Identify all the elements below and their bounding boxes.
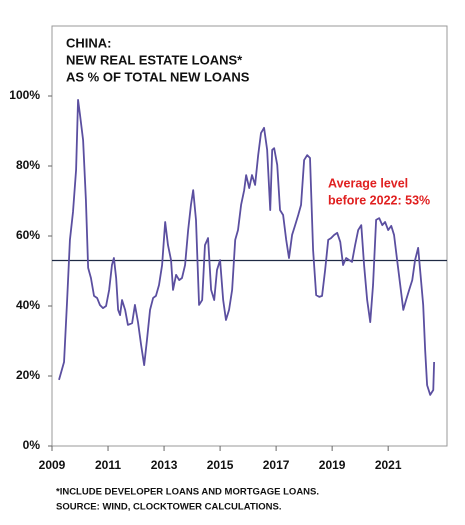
x-tick-label: 2015 xyxy=(207,458,234,472)
chart-title: NEW REAL ESTATE LOANS* xyxy=(66,52,243,67)
y-tick-label: 80% xyxy=(16,158,40,172)
x-tick-label: 2021 xyxy=(375,458,402,472)
data-line xyxy=(58,98,436,396)
footnote: *INCLUDE DEVELOPER LOANS AND MORTGAGE LO… xyxy=(56,487,319,498)
x-tick-label: 2019 xyxy=(319,458,346,472)
y-tick-label: 0% xyxy=(23,438,41,452)
plot-frame xyxy=(51,25,448,447)
y-tick-label: 100% xyxy=(9,88,40,102)
x-tick-label: 2009 xyxy=(39,458,66,472)
y-tick-label: 40% xyxy=(16,298,40,312)
y-tick-label: 20% xyxy=(16,368,40,382)
x-tick-label: 2013 xyxy=(151,458,178,472)
annotation: before 2022: 53% xyxy=(328,193,430,207)
chart-title: CHINA: xyxy=(66,35,112,50)
x-tick-label: 2017 xyxy=(263,458,290,472)
y-tick-label: 60% xyxy=(16,228,40,242)
footnote: SOURCE: WIND, CLOCKTOWER CALCULATIONS. xyxy=(56,502,282,513)
annotation: Average level xyxy=(328,176,408,190)
chart-title: AS % OF TOTAL NEW LOANS xyxy=(66,69,250,84)
x-tick-label: 2011 xyxy=(95,458,121,472)
